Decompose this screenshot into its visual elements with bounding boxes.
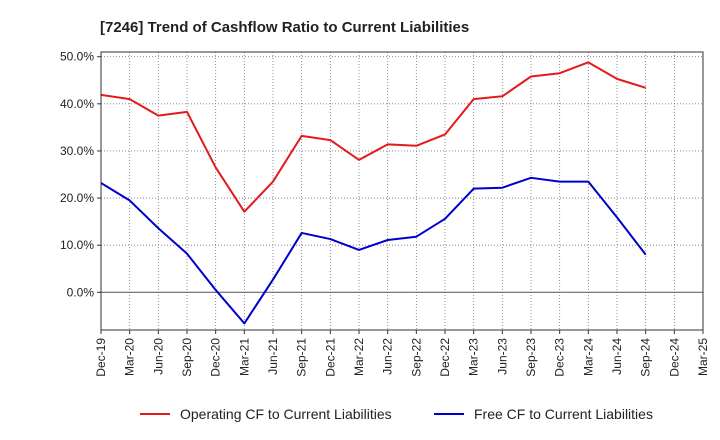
- x-tick-label: Dec-19: [94, 338, 108, 377]
- x-axis-ticks: Dec-19 Mar-20 Jun-20 Sep-20 Dec-20 Mar-21 Jun-…: [94, 330, 710, 377]
- x-tick-label: Dec-22: [438, 338, 452, 377]
- x-tick-label: Mar-22: [352, 338, 366, 376]
- series-line-1: [100, 61, 646, 213]
- x-tick-label: Sep-24: [639, 338, 653, 377]
- x-tick-label: Dec-24: [667, 338, 681, 377]
- x-tick-label: Sep-20: [180, 338, 194, 377]
- x-tick-label: Jun-23: [495, 338, 509, 375]
- x-tick-label: Mar-25: [696, 338, 710, 376]
- x-tick-label: Sep-23: [524, 338, 538, 377]
- y-axis-ticks: 50.0% 40.0% 30.0% 20.0% 10.0% 0.0%: [60, 50, 101, 299]
- plot-frame: [100, 51, 704, 331]
- x-tick-label: Dec-23: [553, 338, 567, 377]
- series-lines: [100, 61, 647, 325]
- x-tick-label: Jun-21: [266, 338, 280, 375]
- y-tick-label: 20.0%: [60, 191, 94, 205]
- x-tick-label: Jun-20: [151, 338, 165, 375]
- x-tick-label: Mar-24: [581, 338, 595, 376]
- x-tick-label: Sep-22: [409, 338, 423, 377]
- y-tick-label: 10.0%: [60, 238, 94, 252]
- x-tick-label: Mar-23: [467, 338, 481, 376]
- x-tick-label: Jun-24: [610, 338, 624, 375]
- series-line-2: [100, 176, 647, 325]
- y-tick-label: 50.0%: [60, 50, 94, 64]
- legend-label-2: Free CF to Current Liabilities: [474, 406, 653, 422]
- y-tick-label: 0.0%: [67, 285, 95, 299]
- x-tick-label: Mar-21: [237, 338, 251, 376]
- x-tick-label: Sep-21: [295, 338, 309, 377]
- x-tick-label: Jun-22: [381, 338, 395, 375]
- y-tick-label: 40.0%: [60, 97, 94, 111]
- chart-title: [7246] Trend of Cashflow Ratio to Curren…: [100, 19, 469, 36]
- x-tick-label: Dec-20: [209, 338, 223, 377]
- x-tick-label: Mar-20: [123, 338, 137, 376]
- legend-label-1: Operating CF to Current Liabilities: [180, 406, 392, 422]
- y-tick-label: 30.0%: [60, 144, 94, 158]
- x-tick-label: Dec-21: [323, 338, 337, 377]
- legend: Operating CF to Current Liabilities Free …: [140, 406, 653, 422]
- grid-lines: [101, 52, 703, 330]
